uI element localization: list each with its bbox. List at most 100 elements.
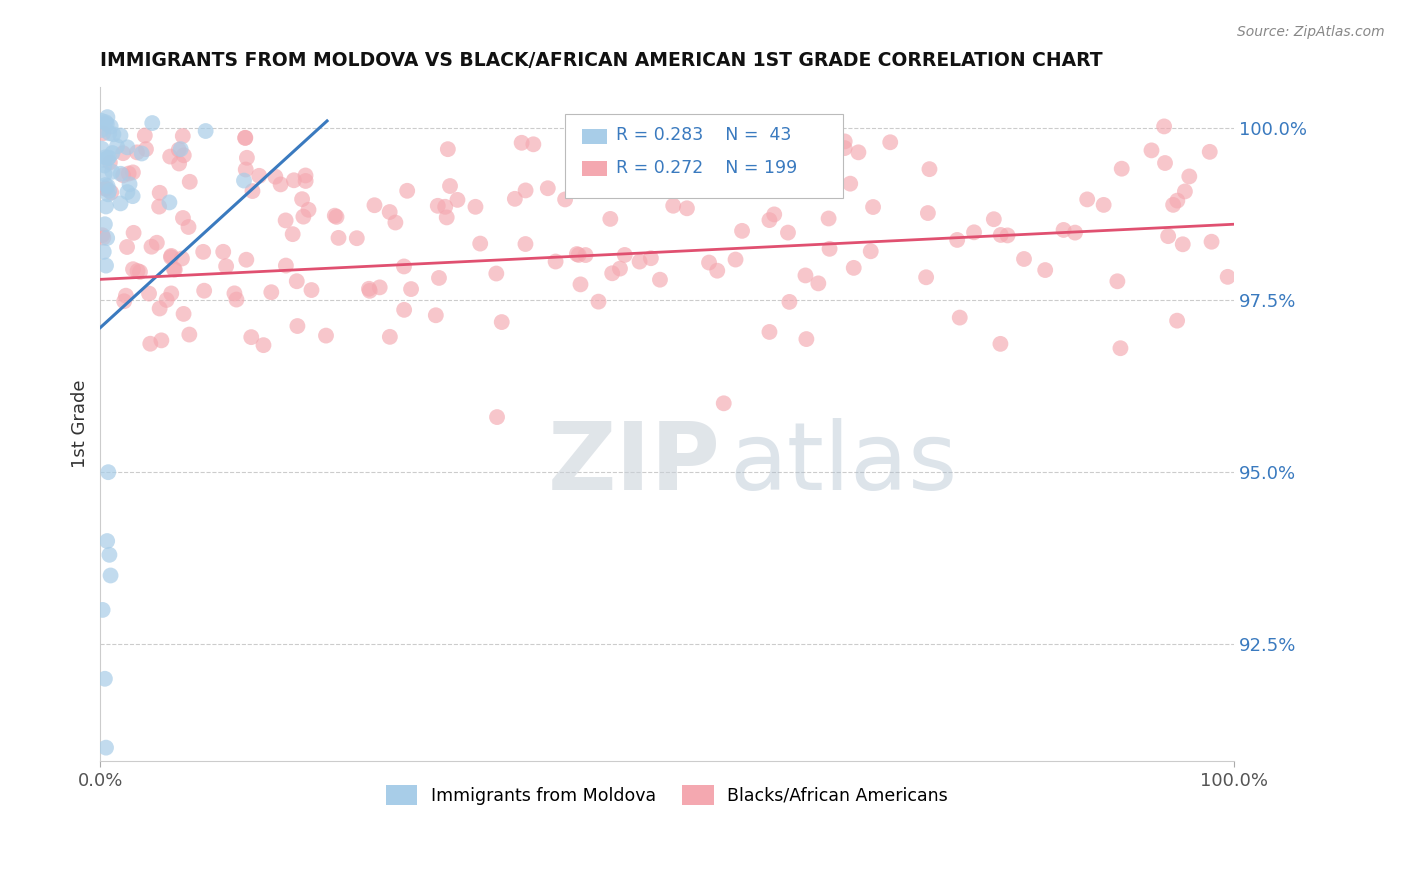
Point <box>110 167 132 181</box>
Point <box>794 268 817 283</box>
Point <box>706 263 728 277</box>
Point <box>697 255 720 269</box>
Point <box>436 211 458 225</box>
Point <box>117 140 139 154</box>
Point <box>1012 252 1035 266</box>
Point <box>163 262 186 277</box>
Point <box>990 336 1012 351</box>
Point <box>396 184 419 198</box>
Point <box>285 274 308 288</box>
Point <box>731 224 754 238</box>
Point <box>96 117 118 131</box>
Point <box>544 254 567 268</box>
Point <box>328 231 350 245</box>
Point <box>193 284 215 298</box>
Point <box>93 159 115 173</box>
Point <box>172 129 194 144</box>
Point <box>1109 341 1132 355</box>
Point <box>122 262 145 277</box>
Legend: Immigrants from Moldova, Blacks/African Americans: Immigrants from Moldova, Blacks/African … <box>377 776 957 814</box>
Bar <box>582 129 607 144</box>
Point <box>399 282 422 296</box>
Point <box>115 240 138 254</box>
Point <box>776 226 799 240</box>
Point <box>177 219 200 234</box>
Point <box>97 465 120 479</box>
Point <box>172 211 194 225</box>
Point <box>749 149 772 163</box>
Point <box>1157 229 1180 244</box>
Point <box>101 146 124 161</box>
Point <box>990 227 1012 242</box>
Point <box>464 200 486 214</box>
Point <box>97 179 120 194</box>
Point <box>117 185 139 199</box>
Point <box>363 198 385 212</box>
Point <box>758 325 780 339</box>
Point <box>131 146 153 161</box>
Point <box>215 259 238 273</box>
Point <box>90 123 112 137</box>
Point <box>1166 313 1188 327</box>
Point <box>724 252 747 267</box>
Point <box>236 151 259 165</box>
Point <box>758 132 780 146</box>
Point <box>997 228 1019 243</box>
Point <box>173 148 195 162</box>
Point <box>758 213 780 227</box>
Point <box>325 210 347 224</box>
Point <box>1052 223 1074 237</box>
Point <box>179 327 201 342</box>
Point <box>515 237 537 252</box>
Point <box>167 156 190 170</box>
Point <box>233 173 256 187</box>
Point <box>315 328 337 343</box>
Point <box>917 206 939 220</box>
Point <box>91 228 114 243</box>
Point <box>949 310 972 325</box>
Point <box>94 199 117 213</box>
Point <box>287 319 309 334</box>
Point <box>150 334 173 348</box>
Point <box>94 182 117 196</box>
Point <box>470 236 492 251</box>
Point <box>101 165 124 179</box>
Point <box>117 167 139 181</box>
Point <box>1174 185 1197 199</box>
Point <box>915 270 938 285</box>
Point <box>818 242 841 256</box>
Point <box>103 128 125 142</box>
Point <box>260 285 283 300</box>
Point <box>1154 156 1177 170</box>
Text: atlas: atlas <box>730 418 957 510</box>
Text: ZIP: ZIP <box>548 418 721 510</box>
Point <box>323 209 346 223</box>
Point <box>112 169 135 183</box>
Point <box>630 180 652 194</box>
Point <box>160 249 183 263</box>
Point <box>1166 194 1188 208</box>
Point <box>859 244 882 259</box>
Point <box>94 178 117 192</box>
Point <box>918 162 941 177</box>
Point <box>437 142 460 156</box>
Point <box>283 173 305 187</box>
Point <box>834 141 856 155</box>
Point <box>1111 161 1133 176</box>
Point <box>98 184 121 198</box>
Point <box>100 186 122 200</box>
Point <box>426 199 449 213</box>
Point <box>94 217 117 231</box>
Point <box>515 183 537 197</box>
Point <box>1161 198 1184 212</box>
Point <box>439 179 461 194</box>
Point <box>294 169 316 183</box>
Point <box>796 332 818 346</box>
Point <box>235 162 257 177</box>
Point <box>233 130 256 145</box>
FancyBboxPatch shape <box>565 113 842 198</box>
Point <box>537 181 560 195</box>
Point <box>368 280 391 294</box>
Point <box>94 181 117 195</box>
Point <box>193 244 215 259</box>
